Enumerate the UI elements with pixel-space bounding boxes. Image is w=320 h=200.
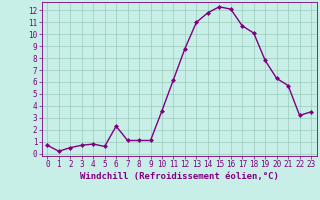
X-axis label: Windchill (Refroidissement éolien,°C): Windchill (Refroidissement éolien,°C) xyxy=(80,172,279,181)
